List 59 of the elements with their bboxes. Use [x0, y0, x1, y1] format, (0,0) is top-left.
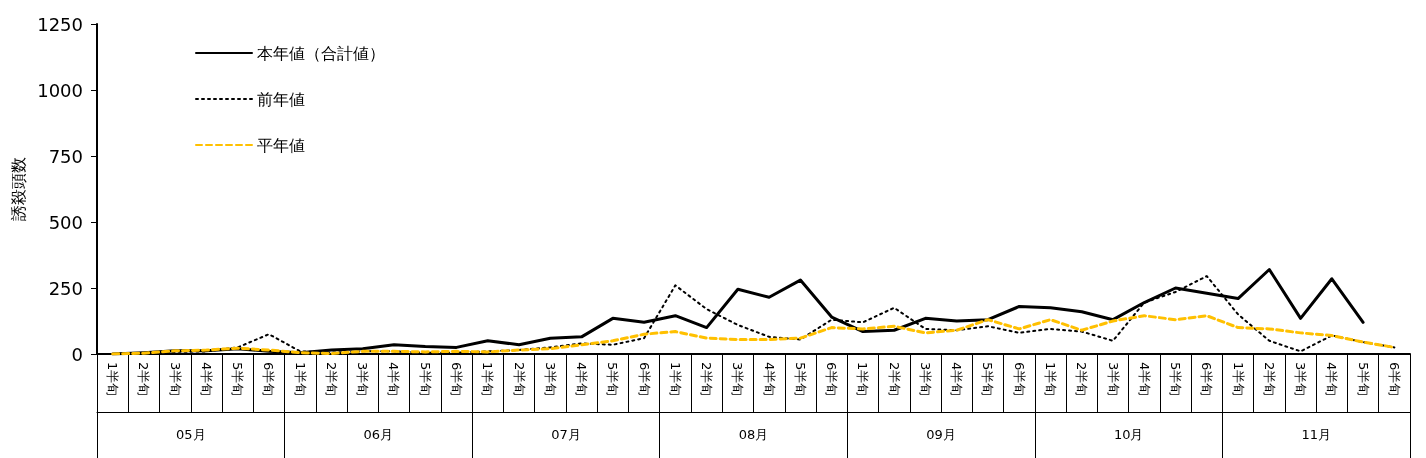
- x-tick-label: 1半旬: [105, 362, 121, 397]
- x-tick-label: 5半旬: [417, 362, 433, 397]
- y-axis-title: 誘殺頭数: [8, 157, 28, 221]
- legend-label: 前年値: [257, 89, 305, 109]
- legend-label: 本年値（合計値）: [257, 43, 385, 63]
- x-tick-label: 4半旬: [386, 362, 402, 397]
- x-tick-label: 3半旬: [355, 362, 371, 397]
- y-tick-label: 750: [48, 145, 83, 167]
- x-tick-label: 6半旬: [449, 362, 465, 397]
- x-tick-label: 5半旬: [605, 362, 621, 397]
- x-tick-label: 2半旬: [886, 362, 902, 397]
- x-tick-label: 6半旬: [1011, 362, 1027, 397]
- x-tick-label: 6半旬: [824, 362, 840, 397]
- x-tick-label: 6半旬: [1386, 362, 1402, 397]
- x-tick-label: 4半旬: [1136, 362, 1152, 397]
- x-tick-label: 3半旬: [917, 362, 933, 397]
- x-tick-label: 5半旬: [792, 362, 808, 397]
- x-tick-label: 1半旬: [1042, 362, 1058, 397]
- x-tick-label: 6半旬: [636, 362, 652, 397]
- y-tick-label: 1000: [37, 79, 83, 101]
- y-tick-label: 0: [71, 343, 83, 365]
- x-tick-label: 1半旬: [855, 362, 871, 397]
- x-tick-label: 5半旬: [1355, 362, 1371, 397]
- x-tick-label: 2半旬: [323, 362, 339, 397]
- text: 09月: [926, 427, 956, 442]
- x-tick-label: 4半旬: [1324, 362, 1340, 397]
- x-tick-label: 4半旬: [198, 362, 214, 397]
- text: 05月: [176, 427, 206, 442]
- x-tick-label: 3半旬: [1293, 362, 1309, 397]
- x-tick-label: 2半旬: [1261, 362, 1277, 397]
- x-tick-label: 4半旬: [949, 362, 965, 397]
- x-tick-label: 5半旬: [1168, 362, 1184, 397]
- x-tick-label: 2半旬: [136, 362, 152, 397]
- x-tick-label: 4半旬: [574, 362, 590, 397]
- x-tick-label: 3半旬: [167, 362, 183, 397]
- text: 08月: [738, 427, 769, 442]
- x-tick-label: 3半旬: [1105, 362, 1121, 397]
- x-tick-label: 3半旬: [542, 362, 558, 397]
- text: 11月: [1301, 427, 1331, 442]
- x-tick-label: 1半旬: [480, 362, 496, 397]
- y-tick-label: 1250: [37, 13, 83, 35]
- x-tick-label: 5半旬: [230, 362, 246, 397]
- legend-label: 平年値: [257, 135, 305, 155]
- x-tick-label: 1半旬: [292, 362, 308, 397]
- x-tick-label: 2半旬: [511, 362, 527, 397]
- y-tick-label: 250: [48, 277, 83, 299]
- x-tick-label: 5半旬: [980, 362, 996, 397]
- x-tick-label: 1半旬: [667, 362, 683, 397]
- x-tick-label: 3半旬: [730, 362, 746, 397]
- x-tick-label: 6半旬: [261, 362, 277, 397]
- text: 07月: [551, 427, 581, 442]
- y-tick-label: 500: [48, 211, 83, 233]
- text: 06月: [363, 427, 394, 442]
- x-tick-label: 2半旬: [1074, 362, 1090, 397]
- x-tick-label: 6半旬: [1199, 362, 1215, 397]
- x-tick-label: 1半旬: [1230, 362, 1246, 397]
- x-tick-label: 2半旬: [699, 362, 715, 397]
- text: 10月: [1113, 427, 1144, 442]
- x-tick-label: 4半旬: [761, 362, 777, 397]
